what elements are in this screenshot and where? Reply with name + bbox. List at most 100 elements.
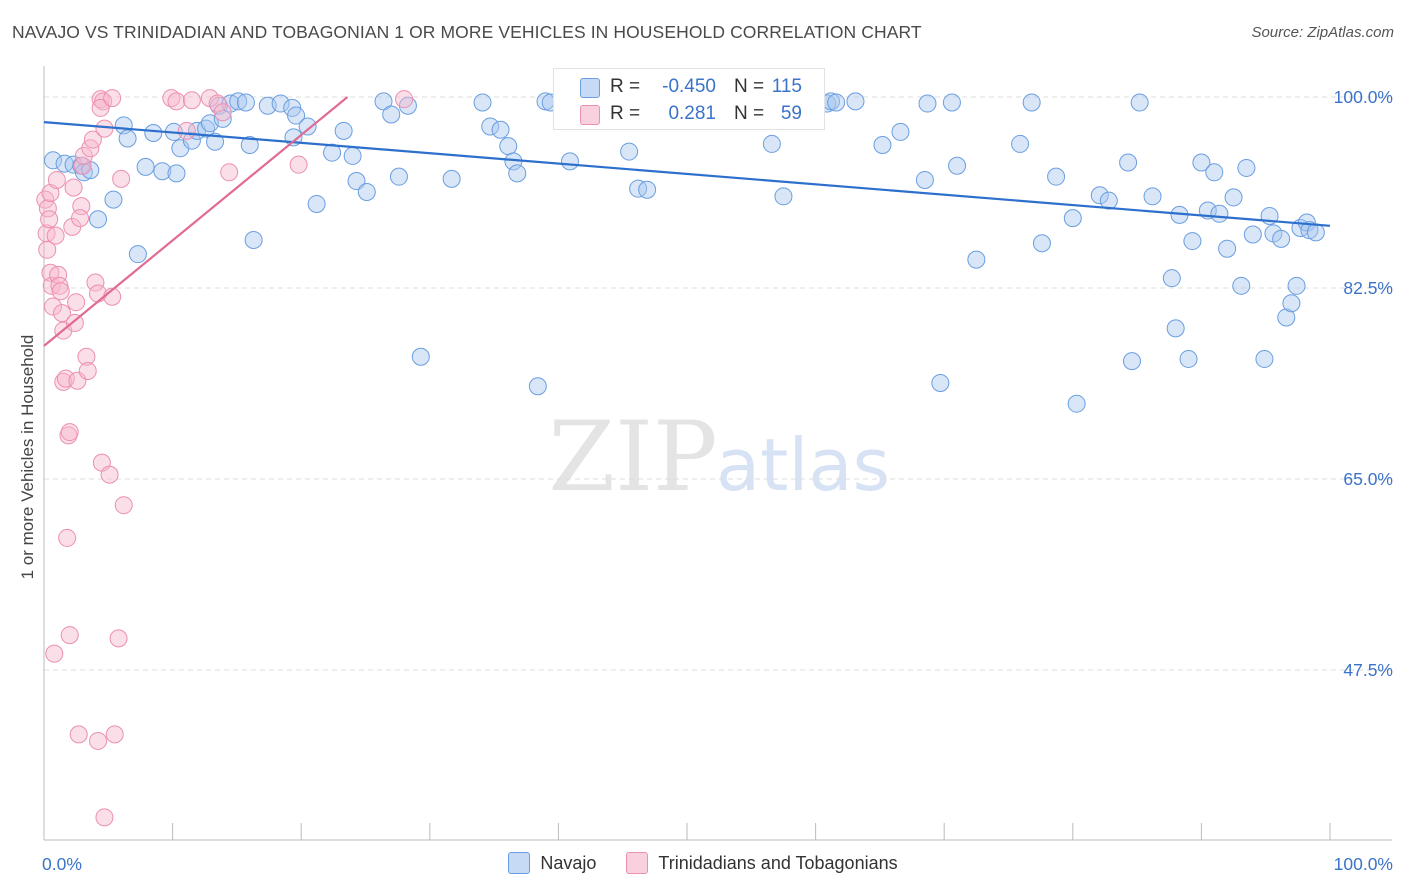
navajo-point — [357, 182, 376, 201]
trini-point — [395, 90, 414, 109]
trini-point — [40, 210, 59, 229]
navajo-point — [762, 134, 781, 153]
trini-point — [46, 226, 65, 245]
trini-point — [95, 808, 114, 827]
navajo-point — [1306, 223, 1325, 242]
navajo-point — [918, 94, 937, 113]
trini-point — [177, 121, 196, 140]
navajo-point — [1243, 225, 1262, 244]
y-tick-label: 65.0% — [1343, 469, 1393, 489]
trini-point — [60, 423, 79, 442]
trini-point — [47, 170, 66, 189]
trini-point — [45, 644, 64, 663]
navajo-point — [1067, 394, 1086, 413]
navajo-point — [343, 146, 362, 165]
legend-item-navajo[interactable]: Navajo — [508, 852, 596, 874]
navajo-point — [827, 93, 846, 112]
n-value: 115 — [771, 76, 802, 97]
navajo-point — [1099, 191, 1118, 210]
navajo-point — [44, 151, 63, 170]
r-value: 0.281 — [668, 103, 716, 124]
trini-point — [42, 276, 61, 295]
navajo-point — [236, 93, 255, 112]
trini-point — [162, 89, 181, 108]
trini-point — [64, 178, 83, 197]
navajo-point — [620, 142, 639, 161]
navajo-point — [473, 93, 492, 112]
navajo-point — [1277, 308, 1296, 327]
navajo-point — [1162, 269, 1181, 288]
navajo-point — [1063, 209, 1082, 228]
legend-swatch-navajo — [508, 852, 531, 874]
r-value: -0.450 — [662, 76, 716, 97]
trini-point — [83, 130, 102, 149]
trini-point — [69, 725, 88, 744]
trini-point — [37, 224, 56, 243]
stats-row-navajo: R = -0.450 N = 115 — [554, 73, 824, 101]
navajo-point — [389, 167, 408, 186]
navajo-trend-line — [43, 121, 1331, 227]
navajo-point — [1166, 319, 1185, 338]
legend-item-trini[interactable]: Trinidadians and Tobagonians — [626, 852, 898, 874]
navajo-point — [382, 105, 401, 124]
navajo-point — [136, 157, 155, 176]
navajo-point — [411, 347, 430, 366]
navajo-point — [229, 92, 248, 111]
navajo-point — [1022, 93, 1041, 112]
trini-point — [103, 89, 122, 108]
y-tick-label: 47.5% — [1343, 660, 1393, 680]
trini-point — [54, 372, 73, 391]
navajo-point — [240, 136, 259, 155]
trini-point — [74, 146, 93, 165]
trini-point — [67, 293, 86, 312]
navajo-point — [206, 132, 225, 151]
trini-point — [220, 163, 239, 182]
navajo-point — [1192, 153, 1211, 172]
navajo-point — [1232, 276, 1251, 295]
source-credit: Source: ZipAtlas.com — [1251, 24, 1394, 41]
navajo-point — [298, 117, 317, 136]
navajo-point — [1255, 349, 1274, 368]
navajo-point — [1210, 204, 1229, 223]
trini-point — [56, 369, 75, 388]
navajo-point — [244, 230, 263, 249]
trini-point — [182, 91, 201, 110]
trini-point — [77, 347, 96, 366]
navajo-point — [528, 377, 547, 396]
navajo-point — [182, 131, 201, 150]
n-label: N = — [734, 76, 765, 97]
navajo-point — [967, 250, 986, 269]
navajo-point — [942, 93, 961, 112]
navajo-point — [1218, 239, 1237, 258]
navajo-point — [1300, 221, 1319, 240]
trini-point — [51, 282, 70, 301]
trini-point — [208, 94, 227, 113]
legend-label-trini: Trinidadians and Tobagonians — [658, 852, 898, 873]
navajo-point — [560, 152, 579, 171]
navajo-point — [1130, 93, 1149, 112]
trini-trend-line — [43, 96, 349, 347]
trini-point — [78, 361, 97, 380]
r-label: R = — [610, 103, 641, 124]
trini-point — [73, 156, 92, 175]
navajo-point — [931, 373, 950, 392]
navajo-point — [287, 106, 306, 125]
navajo-point — [499, 137, 518, 156]
navajo-point — [1047, 167, 1066, 186]
trini-point — [167, 92, 186, 111]
navajo-point — [167, 164, 186, 183]
watermark-zip: ZIP — [548, 401, 717, 513]
navajo-point — [915, 170, 934, 189]
navajo-point — [144, 124, 163, 143]
navajo-point — [891, 122, 910, 141]
navajo-point — [1179, 349, 1198, 368]
trini-point — [65, 313, 84, 332]
trini-point — [71, 209, 90, 228]
navajo-point — [1272, 229, 1291, 248]
trini-point — [50, 276, 69, 295]
trini-point — [109, 629, 128, 648]
navajo-point — [1119, 153, 1138, 172]
trini-point — [89, 731, 108, 750]
trini-point — [112, 169, 131, 188]
